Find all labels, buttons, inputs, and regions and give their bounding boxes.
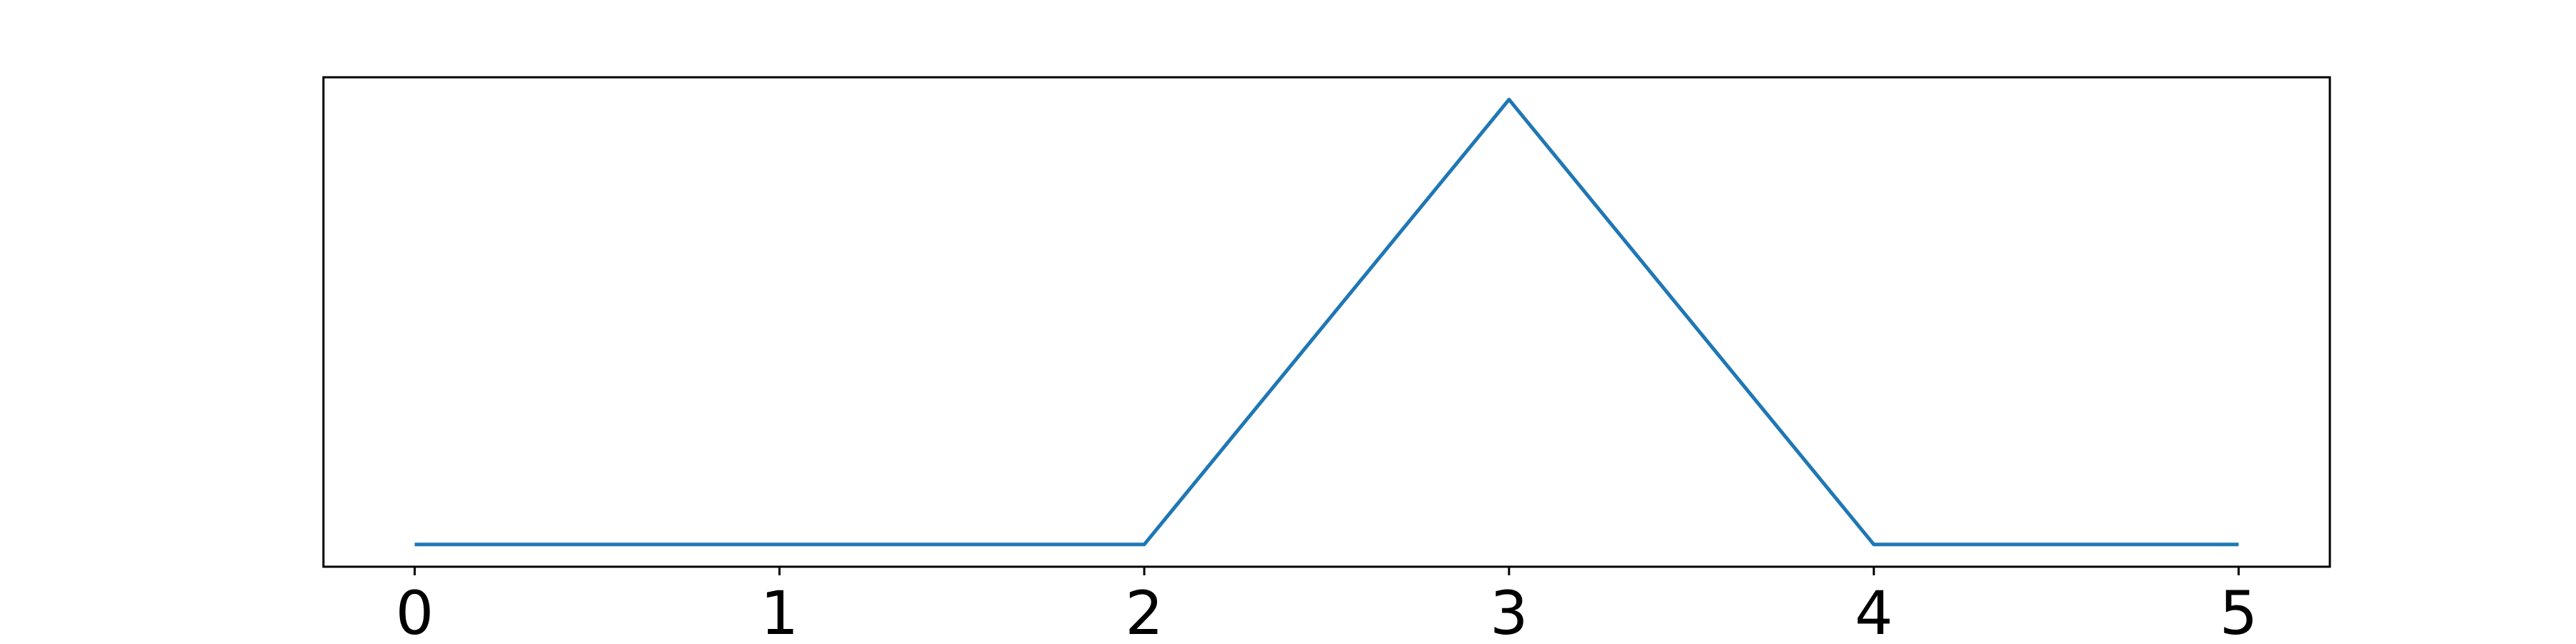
x-tick-label: 0 xyxy=(396,578,434,644)
x-tick-label: 3 xyxy=(1490,578,1528,644)
x-tick-label: 4 xyxy=(1855,578,1893,644)
x-tick-label: 5 xyxy=(2220,578,2258,644)
x-axis-ticks: 0 1 2 3 4 5 xyxy=(396,567,2258,644)
series-line-0 xyxy=(414,97,2239,547)
x-tick-label: 2 xyxy=(1125,578,1163,644)
x-tick-label: 1 xyxy=(761,578,799,644)
axes-frame xyxy=(322,76,2331,568)
series-layer xyxy=(414,97,2239,547)
